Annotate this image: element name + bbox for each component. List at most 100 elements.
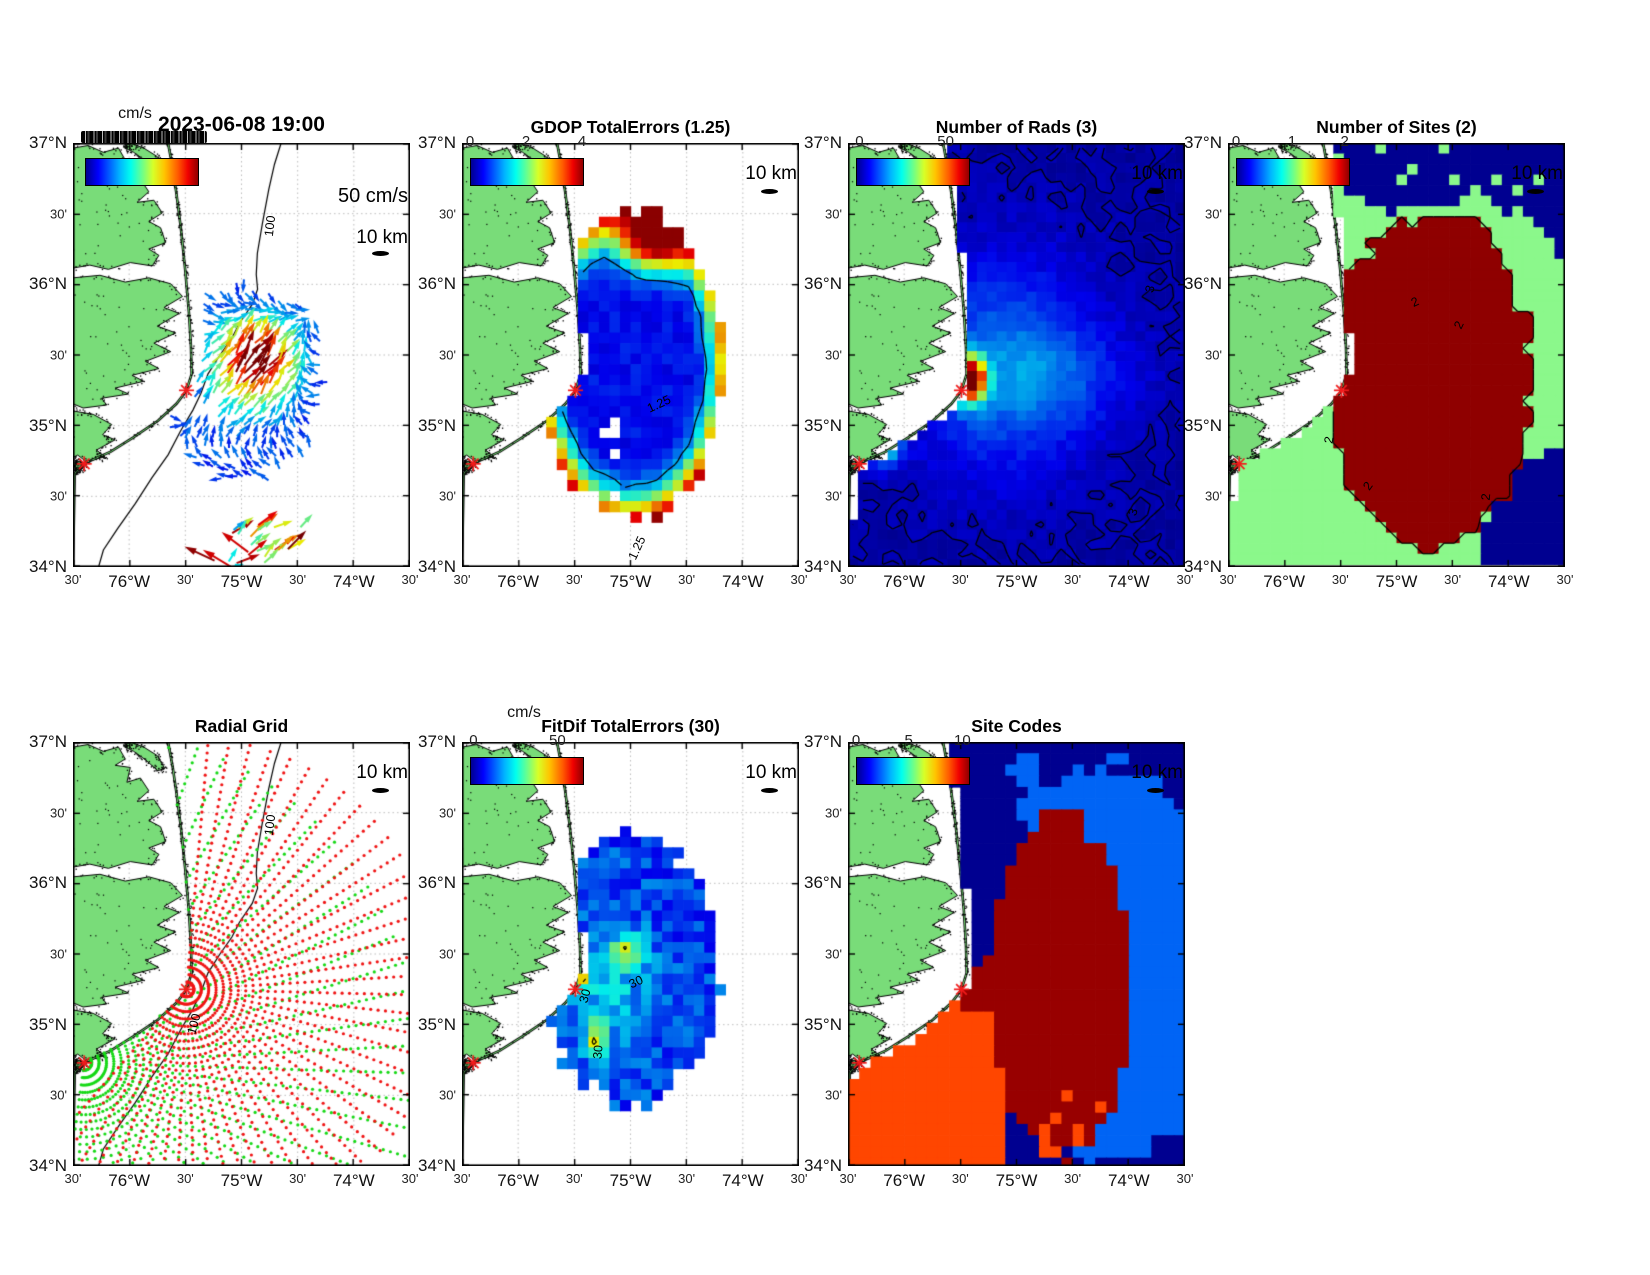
y-tick-label: 37°N: [418, 133, 456, 152]
panel-title-numrads: Number of Rads (3): [935, 117, 1098, 137]
km-scale-label: 10 km: [745, 163, 797, 184]
colorbar-tick-label: 1: [1287, 133, 1297, 150]
x-tick-label: 30': [839, 572, 857, 587]
x-tick-label: 30': [64, 572, 82, 587]
km-scale-bar: [761, 189, 778, 194]
colorbar-tick-label: 0: [469, 732, 478, 749]
x-tick-label: 30': [790, 572, 808, 587]
x-tick-label: 30': [565, 1171, 583, 1186]
map-canvas-gdop: [462, 143, 799, 567]
x-tick-label: 30': [678, 1171, 696, 1186]
x-tick-label: 75°W: [220, 572, 263, 591]
colorbar-gdop: [470, 158, 584, 186]
km-scale-label: 10 km: [356, 762, 408, 783]
x-tick-label: 74°W: [1107, 572, 1150, 591]
x-tick-label: 30': [64, 1171, 82, 1186]
y-tick-label: 34°N: [804, 1156, 842, 1175]
y-tick-label: 34°N: [804, 557, 842, 576]
x-tick-label: 76°W: [108, 1171, 151, 1190]
colorbar-tick-label: 10: [954, 732, 971, 749]
km-scale-label: 10 km: [1131, 762, 1183, 783]
colorbar-tick-label: 2: [1340, 133, 1349, 150]
km-scale-bar: [1147, 189, 1164, 194]
y-tick-label: 37°N: [804, 133, 842, 152]
panel-title-numsites: Number of Sites (2): [1316, 117, 1477, 137]
map-canvas-currents: [73, 143, 410, 567]
x-tick-label: 30': [176, 1171, 194, 1186]
colorbar-tick-label: 2: [521, 133, 531, 150]
km-scale-bar: [1527, 189, 1544, 194]
colorbar-units-label: cm/s: [507, 704, 541, 721]
km-scale-label: 10 km: [1131, 163, 1183, 184]
y-tick-label: 30': [439, 1087, 456, 1103]
x-tick-label: 76°W: [497, 572, 540, 591]
colorbar-tick-label: 4: [577, 133, 587, 150]
contour-label: 2: [1478, 492, 1494, 502]
panel-title-radialgrid: Radial Grid: [194, 716, 289, 736]
x-tick-label: 30': [1556, 572, 1574, 587]
y-tick-label: 37°N: [804, 732, 842, 751]
contour-label: 30: [590, 1043, 607, 1060]
y-tick-label: 36°N: [29, 873, 67, 893]
y-tick-label: 34°N: [29, 557, 67, 576]
x-tick-label: 76°W: [883, 572, 926, 591]
x-tick-label: 75°W: [609, 572, 652, 591]
map-canvas-radialgrid: [73, 742, 410, 1166]
x-tick-label: 74°W: [721, 572, 764, 591]
x-tick-label: 74°W: [721, 1171, 764, 1190]
y-tick-label: 30': [50, 488, 67, 504]
y-tick-label: 30': [50, 946, 67, 962]
y-tick-label: 30': [439, 805, 456, 821]
contour-label: 100: [261, 214, 279, 237]
x-tick-label: 30': [951, 572, 969, 587]
x-tick-label: 30': [1176, 1171, 1194, 1186]
x-tick-label: 30': [289, 572, 307, 587]
colorbar-tick-label: 5: [904, 732, 913, 749]
y-tick-label: 35°N: [418, 1014, 456, 1034]
y-tick-label: 36°N: [1184, 274, 1222, 294]
y-tick-label: 34°N: [418, 557, 456, 576]
x-tick-label: 74°W: [332, 1171, 375, 1190]
y-tick-label: 35°N: [29, 415, 67, 435]
x-tick-label: 75°W: [220, 1171, 263, 1190]
y-tick-label: 35°N: [418, 415, 456, 435]
speed-scale-label: 50 cm/s: [337, 185, 408, 207]
x-tick-label: 30': [1176, 572, 1194, 587]
x-tick-label: 30': [1444, 572, 1462, 587]
km-scale-bar: [761, 788, 778, 793]
y-tick-label: 36°N: [804, 274, 842, 294]
y-tick-label: 30': [825, 488, 842, 504]
colorbar-numrads: [856, 158, 970, 186]
x-tick-label: 75°W: [1375, 572, 1418, 591]
y-tick-label: 30': [825, 347, 842, 363]
x-tick-label: 30': [401, 572, 419, 587]
x-tick-label: 30': [453, 1171, 471, 1186]
y-tick-label: 37°N: [29, 732, 67, 751]
y-tick-label: 36°N: [418, 274, 456, 294]
km-scale-label: 10 km: [1511, 163, 1563, 184]
contour-label: 100: [261, 813, 279, 836]
x-tick-label: 74°W: [1487, 572, 1530, 591]
y-tick-label: 37°N: [29, 133, 67, 152]
x-tick-label: 76°W: [108, 572, 151, 591]
y-tick-label: 34°N: [1184, 557, 1222, 576]
y-tick-label: 35°N: [804, 1014, 842, 1034]
km-scale-bar: [1147, 788, 1164, 793]
x-tick-label: 75°W: [995, 1171, 1038, 1190]
colorbar-numsites: [1236, 158, 1350, 186]
panel-title-currents: 2023-06-08 19:00: [158, 113, 325, 136]
x-tick-label: 30': [401, 1171, 419, 1186]
y-tick-label: 30': [439, 347, 456, 363]
y-tick-label: 30': [825, 805, 842, 821]
y-tick-label: 30': [825, 206, 842, 222]
x-tick-label: 30': [289, 1171, 307, 1186]
y-tick-label: 37°N: [418, 732, 456, 751]
map-canvas-fitdif: [462, 742, 799, 1166]
y-tick-label: 34°N: [29, 1156, 67, 1175]
y-tick-label: 36°N: [29, 274, 67, 294]
km-scale-label: 10 km: [356, 227, 408, 248]
x-tick-label: 30': [1219, 572, 1237, 587]
y-tick-label: 30': [1205, 488, 1222, 504]
y-tick-label: 36°N: [804, 873, 842, 893]
